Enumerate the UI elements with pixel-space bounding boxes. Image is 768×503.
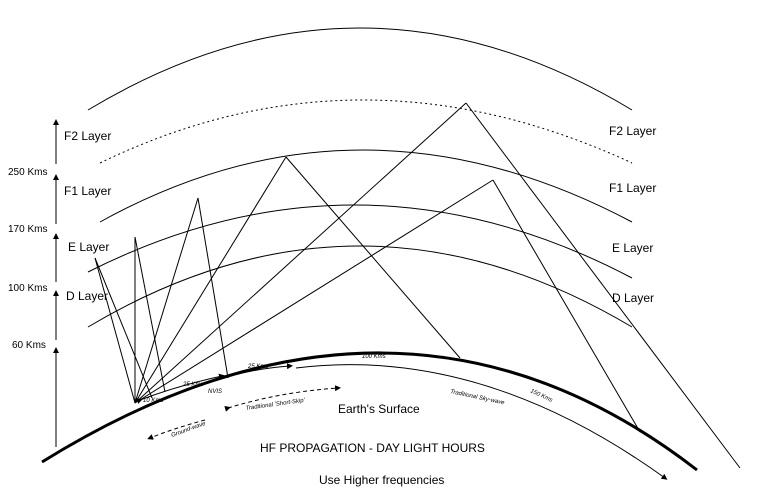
layer-label: F1 Layer [64, 184, 111, 198]
layer-label: E Layer [68, 240, 109, 254]
distance-label: NVIS [208, 389, 222, 395]
distance-label: Traditional Sky-wave [450, 389, 506, 406]
rays [94, 102, 741, 469]
distance-label: 25 Kms [247, 364, 268, 370]
outer-arc [87, 27, 633, 111]
surface-label: Earth's Surface [338, 402, 420, 416]
height-label: 170 Kms [8, 224, 47, 235]
title: HF PROPAGATION - DAY LIGHT HOURS [260, 441, 485, 455]
distance-label: 10 Kms [143, 398, 163, 404]
distance-label: 150 Kms [529, 388, 553, 403]
layer-label: E Layer [612, 241, 653, 255]
layer-label: D Layer [66, 289, 108, 303]
d-layer [87, 245, 633, 328]
f2-layer [99, 99, 633, 164]
height-label: 250 Kms [8, 167, 47, 178]
subtitle: Use Higher frequencies [319, 473, 444, 487]
distance-label: 25 Kms [182, 382, 203, 388]
layer-label: D Layer [612, 291, 654, 305]
layer-label: F1 Layer [609, 181, 656, 195]
distance-label: Traditional 'Short-Skip' [245, 398, 306, 412]
distance-label: 100 Kms [362, 354, 386, 360]
layer-label: F2 Layer [609, 124, 656, 138]
distance-label: Ground-wave [171, 421, 208, 439]
height-label: 100 Kms [8, 283, 47, 294]
f1-layer [99, 149, 633, 223]
distance-arrows [136, 363, 668, 480]
layer-label: F2 Layer [64, 129, 111, 143]
e-layer [87, 204, 633, 279]
earth-surface [41, 351, 698, 472]
height-label: 60 Kms [12, 340, 46, 351]
